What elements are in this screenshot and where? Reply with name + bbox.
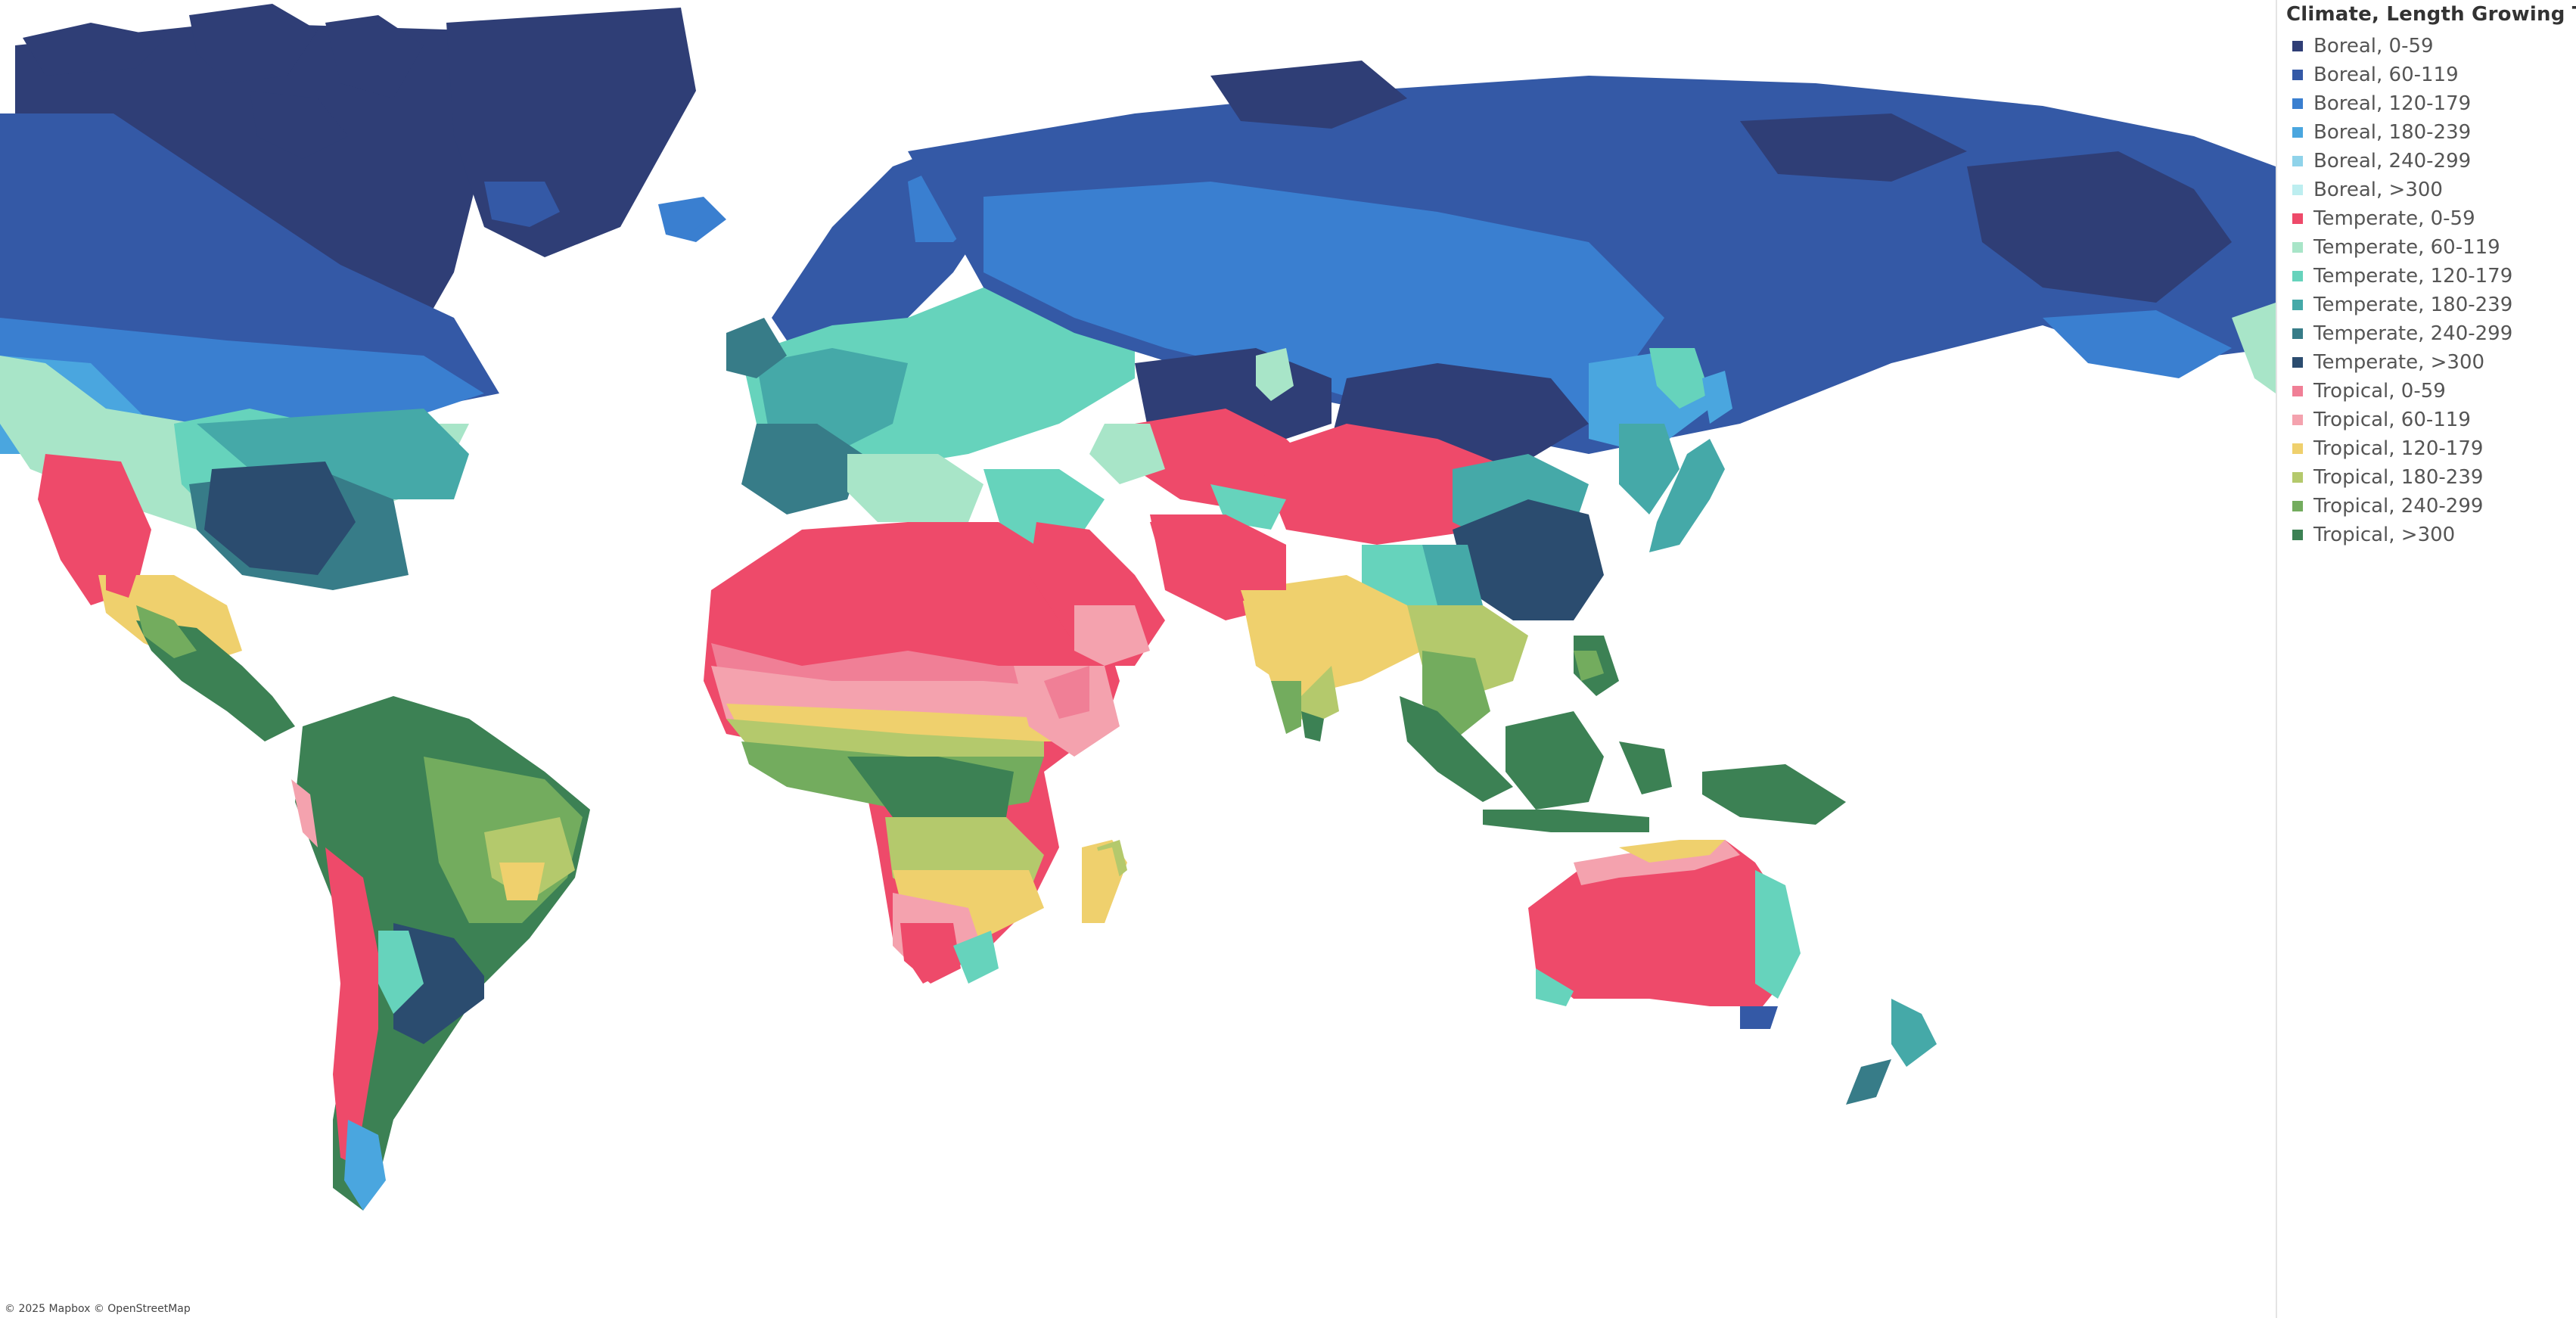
legend-item[interactable]: Temperate, 240-299: [2286, 319, 2576, 348]
arabia-region: [1029, 514, 1286, 666]
europe-region: [726, 144, 1135, 522]
legend-label: Boreal, 180-239: [2313, 121, 2472, 144]
legend-label: Tropical, 240-299: [2313, 495, 2484, 518]
legend-item[interactable]: Boreal, 120-179: [2286, 89, 2576, 118]
north-america-region: [0, 23, 522, 741]
legend-swatch: [2292, 357, 2303, 368]
legend-item[interactable]: Boreal, 180-239: [2286, 118, 2576, 147]
map-attribution[interactable]: © 2025 Mapbox © OpenStreetMap: [5, 1303, 191, 1315]
legend-item[interactable]: Tropical, 60-119: [2286, 406, 2576, 434]
legend-item[interactable]: Tropical, 0-59: [2286, 377, 2576, 406]
maritime-asia-region: [1400, 636, 1846, 832]
new-zealand-region: [1846, 999, 1937, 1105]
madagascar-region: [662, 208, 1120, 923]
legend-label: Temperate, 0-59: [2313, 207, 2475, 230]
legend-item[interactable]: Boreal, 0-59: [2286, 32, 2576, 61]
legend-swatch: [2292, 300, 2303, 310]
legend-item[interactable]: Tropical, >300: [2286, 521, 2576, 549]
legend-swatch: [2292, 213, 2303, 224]
legend-item[interactable]: Temperate, 120-179: [2286, 262, 2576, 291]
world-map[interactable]: © 2025 Mapbox © OpenStreetMap: [0, 0, 2277, 1318]
legend-item[interactable]: Temperate, 0-59: [2286, 204, 2576, 233]
legend: Climate, Length Growing Time Boreal, 0-5…: [2286, 3, 2576, 549]
legend-label: Temperate, 240-299: [2313, 322, 2513, 345]
asia-north-region: [908, 61, 2276, 469]
legend-label: Boreal, 0-59: [2313, 35, 2434, 58]
legend-label: Tropical, 180-239: [2313, 466, 2484, 489]
legend-item[interactable]: Temperate, >300: [2286, 348, 2576, 377]
legend-swatch: [2292, 472, 2303, 483]
legend-item[interactable]: Boreal, >300: [2286, 176, 2576, 204]
legend-swatch: [2292, 271, 2303, 281]
legend-label: Temperate, 180-239: [2313, 294, 2513, 316]
legend-item[interactable]: Tropical, 240-299: [2286, 492, 2576, 521]
legend-swatch: [2292, 328, 2303, 339]
legend-title: Climate, Length Growing Time: [2286, 3, 2576, 26]
legend-label: Tropical, >300: [2313, 524, 2456, 546]
legend-label: Boreal, 120-179: [2313, 92, 2472, 115]
legend-swatch: [2292, 41, 2303, 51]
legend-label: Boreal, 60-119: [2313, 64, 2459, 86]
legend-item[interactable]: Tropical, 180-239: [2286, 463, 2576, 492]
legend-item[interactable]: Temperate, 60-119: [2286, 233, 2576, 262]
legend-item[interactable]: Tropical, 120-179: [2286, 434, 2576, 463]
legend-label: Temperate, 60-119: [2313, 236, 2500, 259]
legend-swatch: [2292, 501, 2303, 511]
legend-swatch: [2292, 70, 2303, 80]
africa-region: [704, 522, 1127, 984]
legend-swatch: [2292, 242, 2303, 253]
legend-label: Boreal, 240-299: [2313, 150, 2472, 173]
legend-swatch: [2292, 386, 2303, 396]
legend-label: Temperate, >300: [2313, 351, 2485, 374]
south-america-region: [291, 696, 590, 1211]
legend-swatch: [2292, 415, 2303, 425]
legend-label: Temperate, 120-179: [2313, 265, 2513, 288]
legend-label: Tropical, 120-179: [2313, 437, 2484, 460]
legend-swatch: [2292, 185, 2303, 195]
india-region: [1241, 590, 1362, 741]
legend-item[interactable]: Boreal, 60-119: [2286, 61, 2576, 89]
legend-label: Tropical, 0-59: [2313, 380, 2446, 403]
legend-item[interactable]: Boreal, 240-299: [2286, 147, 2576, 176]
legend-swatch: [2292, 156, 2303, 166]
map-canvas[interactable]: [0, 0, 2276, 1318]
legend-swatch: [2292, 98, 2303, 109]
legend-swatch: [2292, 530, 2303, 540]
legend-label: Boreal, >300: [2313, 179, 2443, 201]
legend-label: Tropical, 60-119: [2313, 409, 2471, 431]
legend-swatch: [2292, 127, 2303, 138]
legend-item[interactable]: Temperate, 180-239: [2286, 291, 2576, 319]
legend-items: Boreal, 0-59 Boreal, 60-119 Boreal, 120-17…: [2286, 32, 2576, 549]
japan-region: [1649, 371, 1732, 552]
legend-swatch: [2292, 443, 2303, 454]
arctic-region: [23, 4, 726, 257]
australia-region: [1528, 840, 1801, 1029]
